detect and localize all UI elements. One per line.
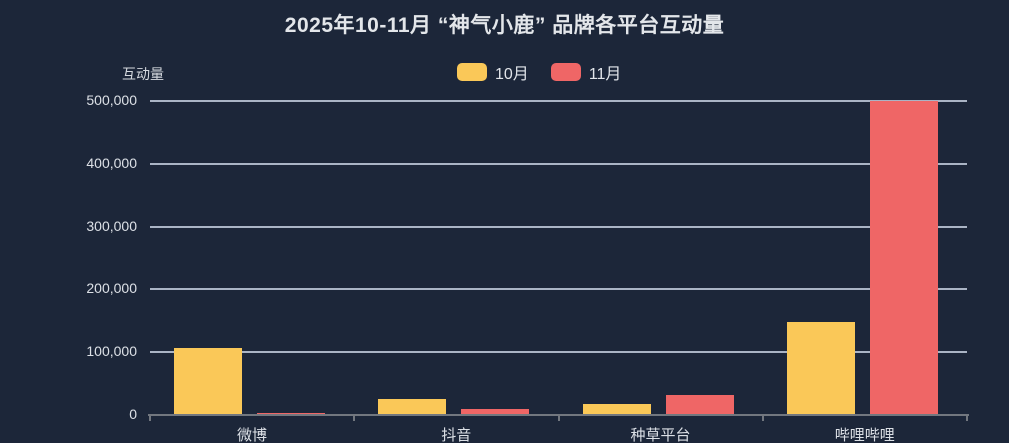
bar-october[interactable] [582,403,651,415]
gridline [150,288,967,291]
bar-november[interactable] [665,394,734,415]
y-axis-name: 互动量 [122,66,164,82]
x-axis-line [148,414,969,416]
gridline [150,225,967,228]
legend-label-november: 11月 [588,66,622,83]
chart-title: 2025年10-11月 “神气小鹿” 品牌各平台互动量 [284,14,725,37]
gridline [150,162,967,165]
x-axis-label: 抖音 [441,427,472,443]
y-tick-label: 300,000 [86,217,137,234]
bar-november[interactable] [461,409,530,415]
bar-october[interactable] [378,399,447,415]
gridline [150,100,967,102]
bar-october[interactable] [174,348,242,415]
legend: 10月 11月 [457,60,621,84]
legend-item-november[interactable]: 11月 [550,60,622,84]
x-axis-tick [966,416,968,421]
y-tick-label: 500,000 [86,92,137,108]
x-axis-tick [761,416,764,421]
y-tick-label: 200,000 [86,280,137,297]
gridline [150,351,967,354]
y-tick-label: 100,000 [86,343,137,360]
legend-item-october[interactable]: 10月 [457,60,529,84]
x-axis-tick [557,416,560,421]
x-axis-tick [353,416,356,421]
legend-swatch-november-icon [550,63,581,81]
x-axis-tick [149,416,151,421]
y-tick-label: 0 [129,406,137,422]
x-axis-label: 种草平台 [630,427,691,443]
y-tick-label: 400,000 [86,154,137,171]
x-axis-label: 微博 [236,427,267,443]
legend-label-october: 10月 [495,66,529,83]
bar-november[interactable] [869,101,938,415]
bar-october[interactable] [786,322,855,415]
x-axis-label: 哔哩哔哩 [834,427,895,443]
plot-area [150,100,967,415]
legend-swatch-october-icon [457,63,487,81]
